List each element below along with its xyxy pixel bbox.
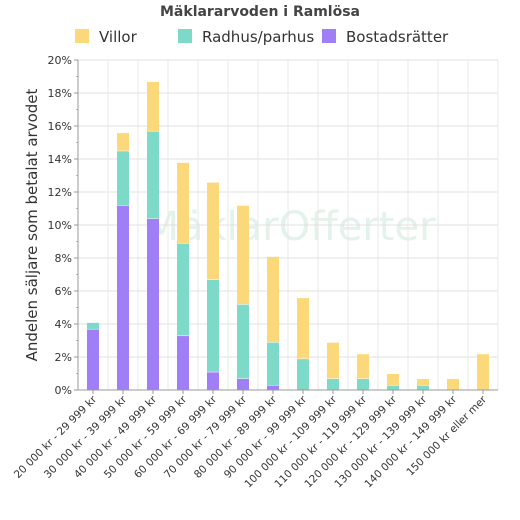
legend-swatch xyxy=(322,29,336,43)
bar-segment xyxy=(147,218,159,390)
bar-segment xyxy=(387,373,399,386)
bar-segment xyxy=(177,335,189,390)
bar-segment xyxy=(417,385,429,390)
y-tick-label: 18% xyxy=(48,87,72,100)
bar-segment xyxy=(177,243,189,336)
bar-segment xyxy=(87,322,99,329)
y-axis-label: Andelen säljare som betalat arvodet xyxy=(23,88,41,361)
y-axis: 0% 2% 4% 6% 8% 10% 12% 14% 16% 18% 20% xyxy=(48,54,498,397)
y-tick-label: 0% xyxy=(55,384,72,397)
bar-segment xyxy=(117,205,129,390)
bar-segment xyxy=(237,205,249,305)
bar-segment xyxy=(147,81,159,131)
y-tick-label: 4% xyxy=(55,318,72,331)
y-tick-label: 14% xyxy=(48,153,72,166)
y-tick-label: 12% xyxy=(48,186,72,199)
legend-label: Radhus/parhus xyxy=(202,28,314,46)
legend-swatch xyxy=(178,29,192,43)
watermark: MäklarOfferter xyxy=(144,204,436,250)
y-tick-label: 10% xyxy=(48,219,72,232)
legend-label: Villor xyxy=(99,28,138,46)
bar-segment xyxy=(267,256,279,343)
bar-segment xyxy=(267,342,279,386)
legend: Villor Radhus/parhus Bostadsrätter xyxy=(75,28,449,46)
grid xyxy=(77,59,499,391)
bar-segment xyxy=(297,358,309,390)
bar-segment xyxy=(207,279,219,372)
bar-segment xyxy=(147,130,159,219)
bar-segment xyxy=(237,304,249,379)
bar-segment xyxy=(117,132,129,151)
bars xyxy=(87,80,489,390)
bar-segment xyxy=(87,328,99,390)
bar-segment xyxy=(327,342,339,379)
bar-segment xyxy=(387,385,399,390)
y-tick-label: 6% xyxy=(55,285,72,298)
bar-segment xyxy=(297,297,309,359)
bar-segment xyxy=(177,162,189,244)
bar-segment xyxy=(207,182,219,280)
bar-segment xyxy=(357,378,369,390)
bar-segment xyxy=(447,378,459,390)
bar-segment xyxy=(117,150,129,206)
y-tick-label: 20% xyxy=(48,54,72,67)
y-tick-label: 2% xyxy=(55,351,72,364)
bar-segment xyxy=(417,378,429,386)
y-tick-label: 16% xyxy=(48,120,72,133)
bar-segment xyxy=(267,385,279,390)
bar-segment xyxy=(207,371,219,390)
legend-swatch xyxy=(75,29,89,43)
bar-segment xyxy=(327,378,339,390)
bar-segment xyxy=(477,353,489,390)
legend-label: Bostadsrätter xyxy=(346,28,449,46)
chart-title: Mäklararvoden i Ramlösa xyxy=(160,4,360,20)
y-tick-label: 8% xyxy=(55,252,72,265)
bar-segment xyxy=(237,378,249,390)
bar-segment xyxy=(357,353,369,379)
